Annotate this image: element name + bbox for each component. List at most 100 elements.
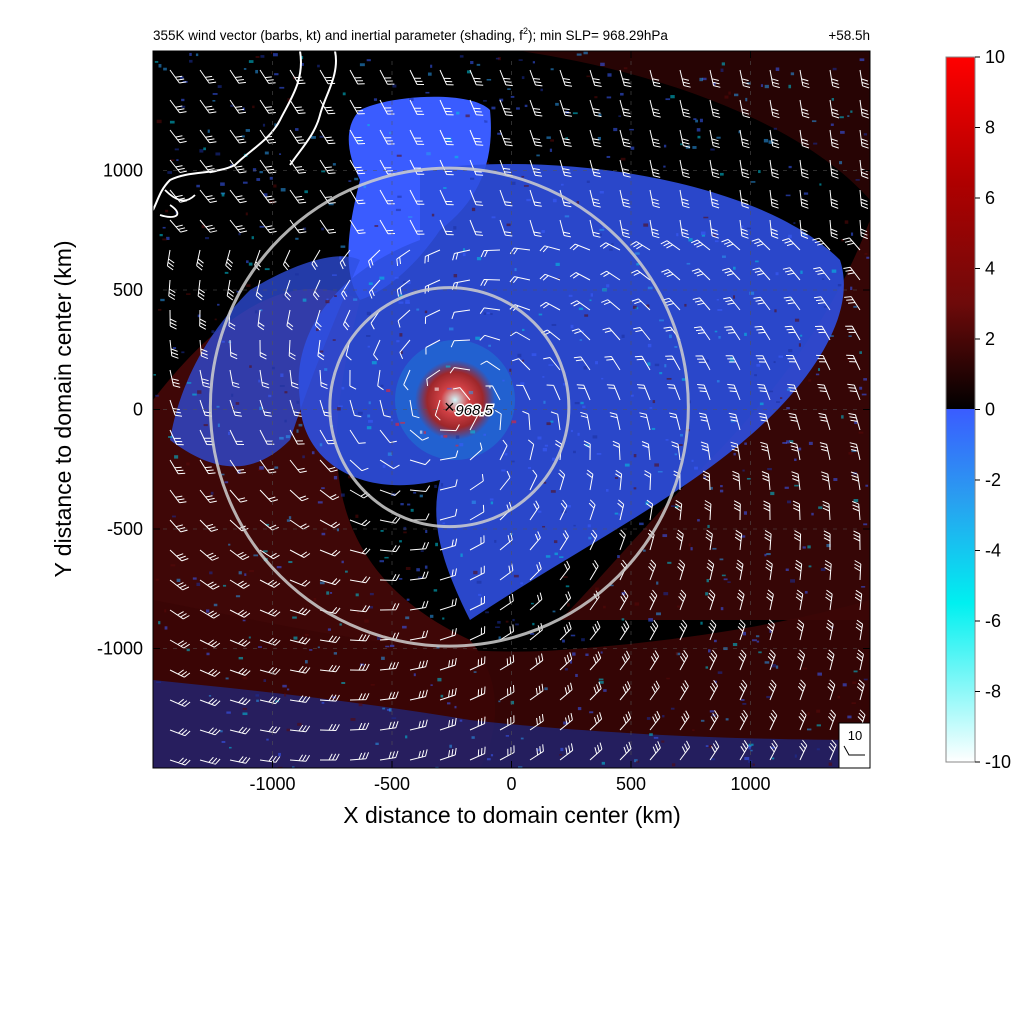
shading-speckle — [370, 684, 375, 686]
shading-speckle — [456, 111, 460, 115]
shading-speckle — [691, 459, 694, 462]
shading-speckle — [863, 133, 868, 136]
shading-speckle — [238, 232, 241, 236]
wind-barb — [439, 658, 457, 671]
shading-speckle — [440, 694, 444, 698]
shading-speckle — [555, 102, 559, 106]
shading-speckle — [162, 238, 167, 241]
wind-barb — [847, 383, 861, 401]
wind-barb — [559, 591, 572, 611]
shading-speckle — [743, 511, 747, 515]
shading-speckle — [388, 708, 392, 712]
shading-speckle — [766, 553, 771, 556]
shading-speckle — [621, 591, 626, 596]
shading-speckle — [574, 401, 580, 405]
shading-speckle — [440, 483, 444, 487]
wind-barb — [499, 189, 513, 207]
shading-speckle — [851, 702, 856, 705]
shading-speckle — [686, 262, 691, 265]
wind-barb — [827, 679, 836, 701]
shading-speckle — [400, 503, 404, 506]
shading-speckle — [725, 718, 729, 721]
wind-barb — [589, 742, 603, 761]
wind-barb — [282, 249, 291, 271]
shading-speckle — [333, 475, 338, 480]
wind-barb — [409, 399, 420, 419]
shading-speckle — [732, 643, 738, 647]
shading-speckle — [818, 506, 823, 509]
shading-speckle — [367, 345, 371, 348]
shading-speckle — [286, 728, 290, 732]
shading-speckle — [398, 294, 403, 298]
shading-speckle — [808, 379, 812, 382]
shading-speckle — [518, 59, 523, 61]
wind-barb — [844, 296, 861, 311]
wind-barb — [795, 589, 804, 611]
wind-barb — [765, 559, 773, 581]
shading-speckle — [507, 88, 511, 90]
shading-speckle — [524, 104, 528, 108]
shading-speckle — [285, 435, 290, 439]
wind-barb — [671, 441, 681, 461]
wind-barb — [859, 69, 870, 89]
speckle-layer — [153, 51, 870, 768]
shading-speckle — [826, 543, 831, 548]
shading-speckle — [552, 610, 556, 613]
wind-barb — [674, 499, 683, 521]
wind-barb — [601, 299, 621, 311]
shading-speckle — [397, 195, 402, 198]
wind-barb — [409, 600, 429, 611]
shading-speckle — [350, 718, 356, 721]
wind-barb — [766, 619, 775, 641]
wind-barb — [615, 469, 623, 491]
wind-barb — [257, 309, 265, 331]
wind-barb — [739, 709, 748, 731]
wind-barb — [196, 249, 204, 271]
shading-speckle — [215, 152, 221, 156]
shading-speckle — [221, 740, 226, 743]
wind-barb — [516, 384, 531, 401]
shading-speckle — [517, 353, 522, 358]
barb-reference-box: 10 — [838, 722, 871, 769]
wind-barb — [798, 709, 807, 731]
shading-speckle — [355, 593, 359, 597]
shading-speckle — [242, 619, 246, 622]
shading-speckle — [321, 702, 325, 704]
shading-speckle — [603, 689, 607, 692]
shading-speckle — [746, 477, 751, 480]
shading-speckle — [609, 248, 613, 251]
shading-speckle — [434, 387, 439, 391]
wind-barb — [499, 129, 513, 147]
wind-barb — [439, 717, 457, 731]
wind-barb — [676, 529, 684, 551]
wind-barb — [284, 279, 292, 301]
wind-barb — [730, 441, 741, 461]
shading-speckle — [611, 243, 614, 247]
shading-speckle — [358, 703, 363, 707]
shading-speckle — [304, 633, 309, 636]
shading-speckle — [375, 742, 379, 746]
shading-speckle — [579, 339, 583, 341]
shading-speckle — [216, 405, 220, 408]
shading-speckle — [690, 547, 693, 551]
wind-barb — [199, 698, 221, 707]
colorbar-tick-label: 8 — [985, 118, 995, 138]
storm-center-label: 968.5 — [455, 402, 493, 419]
shading-speckle — [863, 678, 868, 681]
shading-speckle — [680, 433, 683, 437]
shading-speckle — [392, 84, 397, 88]
shading-speckle — [693, 118, 697, 121]
wind-barb — [409, 429, 429, 441]
shading-speckle — [620, 92, 624, 96]
wind-barb — [449, 367, 471, 374]
shading-speckle — [720, 607, 724, 611]
wind-barb — [543, 357, 561, 371]
shading-speckle — [377, 110, 382, 114]
shading-speckle — [597, 136, 602, 141]
shading-speckle — [158, 621, 161, 625]
wind-barb — [229, 399, 242, 417]
wind-barb — [721, 238, 741, 251]
wind-barb — [169, 549, 189, 562]
shading-speckle — [532, 622, 535, 626]
wind-barb — [767, 649, 776, 671]
